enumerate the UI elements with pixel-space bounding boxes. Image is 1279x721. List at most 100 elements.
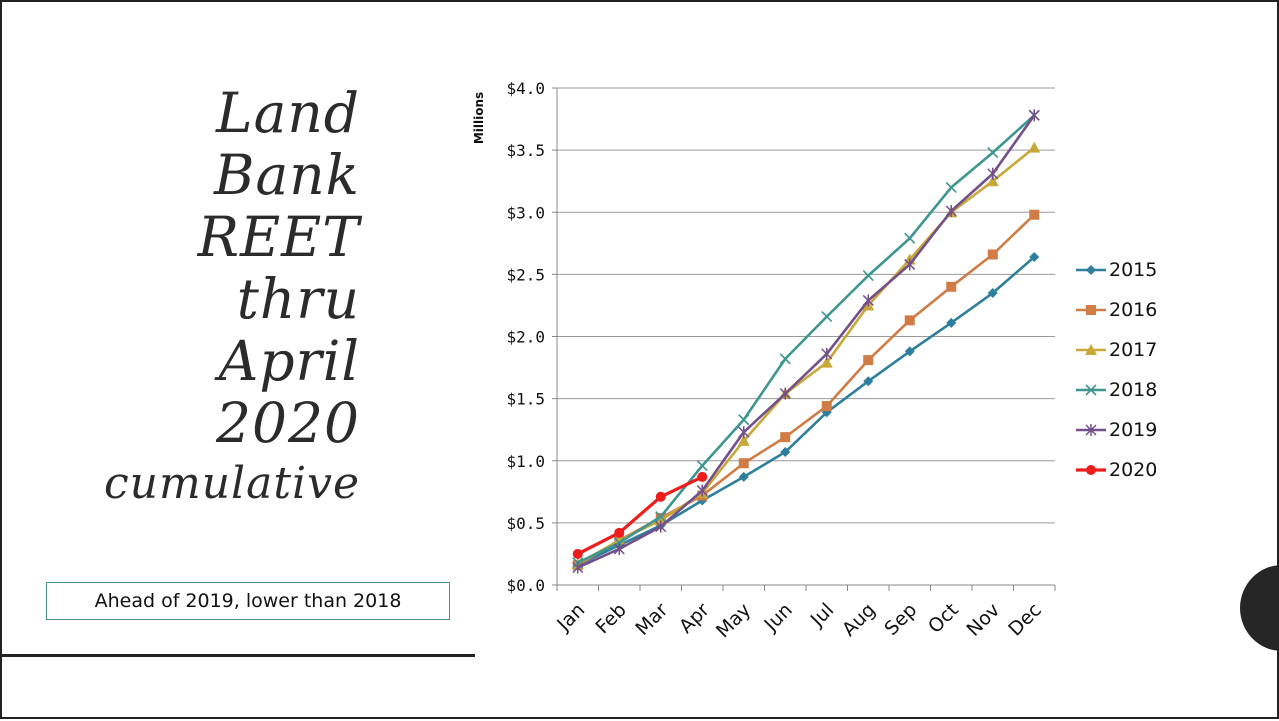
legend-item: 2015 bbox=[1075, 250, 1157, 290]
legend-item: 2020 bbox=[1075, 450, 1157, 490]
x-tick-label: Aug bbox=[838, 599, 880, 641]
legend-label: 2019 bbox=[1109, 419, 1158, 441]
legend-swatch bbox=[1076, 265, 1106, 275]
legend-marker bbox=[1086, 265, 1096, 275]
note-box: Ahead of 2019, lower than 2018 bbox=[46, 582, 450, 620]
y-tick-label: $3.0 bbox=[506, 203, 545, 222]
data-point bbox=[1028, 109, 1040, 122]
data-point bbox=[614, 527, 625, 538]
data-point bbox=[863, 376, 874, 387]
data-point bbox=[613, 542, 625, 555]
data-point bbox=[863, 355, 874, 366]
data-point bbox=[821, 347, 833, 360]
data-point bbox=[696, 460, 708, 472]
data-point bbox=[820, 356, 833, 368]
data-point bbox=[779, 353, 791, 365]
data-point bbox=[821, 311, 833, 323]
data-point bbox=[904, 346, 915, 357]
legend-label: 2020 bbox=[1109, 459, 1158, 481]
data-point bbox=[737, 434, 750, 446]
x-tick-label: Sep bbox=[880, 599, 921, 640]
title-line: Land bbox=[216, 81, 360, 145]
data-point bbox=[986, 175, 999, 187]
series-line-2015 bbox=[577, 255, 1036, 567]
series-line-2018 bbox=[577, 114, 1036, 564]
data-point bbox=[697, 471, 708, 482]
x-tick-label: May bbox=[712, 599, 755, 642]
y-tick-label: $2.5 bbox=[506, 265, 545, 284]
slide-title: Land Bank REET thru April 2020 cumulativ… bbox=[42, 82, 360, 514]
legend-label: 2017 bbox=[1109, 339, 1158, 361]
data-point bbox=[904, 232, 916, 244]
x-tick-label: Dec bbox=[1004, 599, 1046, 641]
x-tick-label: Apr bbox=[675, 599, 714, 638]
title-line: thru bbox=[236, 267, 360, 331]
data-point bbox=[613, 534, 626, 546]
legend-item: 2019 bbox=[1075, 410, 1157, 450]
data-point bbox=[1029, 209, 1040, 220]
legend-marker bbox=[1085, 384, 1097, 396]
data-point bbox=[946, 317, 957, 328]
data-point bbox=[1029, 251, 1040, 262]
chart-legend: 2015 2016 2017 2018 2019 2020 bbox=[1075, 250, 1157, 490]
divider-line bbox=[2, 654, 475, 657]
y-tick-label: $1.0 bbox=[506, 452, 545, 471]
title-line: April bbox=[218, 329, 360, 393]
x-tick-label: Feb bbox=[591, 599, 630, 638]
x-tick-label: Nov bbox=[962, 599, 1004, 641]
data-point bbox=[987, 249, 998, 260]
y-tick-label: $0.0 bbox=[506, 576, 545, 595]
data-point bbox=[738, 414, 750, 426]
legend-swatch bbox=[1076, 424, 1106, 436]
data-point bbox=[862, 294, 874, 307]
title-line: 2020 bbox=[216, 391, 360, 455]
legend-swatch bbox=[1076, 344, 1106, 355]
data-point bbox=[572, 561, 584, 574]
series-line-2019 bbox=[577, 114, 1036, 569]
legend-marker bbox=[1085, 344, 1097, 355]
x-tick-label: Oct bbox=[924, 599, 963, 638]
data-point bbox=[862, 270, 874, 282]
y-axis-title: Millions bbox=[472, 92, 486, 144]
data-point bbox=[780, 447, 791, 458]
legend-marker bbox=[1085, 424, 1097, 436]
legend-swatch bbox=[1076, 465, 1106, 475]
data-point bbox=[1028, 141, 1041, 153]
series-line-2017 bbox=[577, 146, 1036, 566]
data-point bbox=[987, 288, 998, 299]
series-line-2020 bbox=[577, 475, 703, 556]
y-tick-label: $4.0 bbox=[506, 79, 545, 98]
data-point bbox=[945, 181, 957, 193]
data-point bbox=[945, 205, 957, 218]
legend-swatch bbox=[1076, 305, 1106, 315]
legend-item: 2016 bbox=[1075, 290, 1157, 330]
data-point bbox=[904, 315, 915, 326]
title-line: Bank bbox=[214, 143, 360, 207]
data-point bbox=[655, 491, 666, 502]
legend-swatch bbox=[1076, 384, 1106, 396]
data-point bbox=[904, 258, 916, 271]
data-point bbox=[655, 520, 667, 533]
legend-item: 2017 bbox=[1075, 330, 1157, 370]
y-tick-label: $1.5 bbox=[506, 390, 545, 409]
x-tick-label: Jun bbox=[760, 599, 797, 636]
data-point bbox=[696, 484, 708, 497]
title-line: cumulative bbox=[104, 458, 360, 509]
legend-label: 2015 bbox=[1109, 259, 1158, 281]
legend-label: 2016 bbox=[1109, 299, 1158, 321]
data-point bbox=[946, 281, 957, 292]
data-point bbox=[655, 511, 667, 523]
y-tick-label: $3.5 bbox=[506, 141, 545, 160]
legend-item: 2018 bbox=[1075, 370, 1157, 410]
data-point bbox=[738, 426, 750, 439]
note-text: Ahead of 2019, lower than 2018 bbox=[94, 590, 402, 612]
data-point bbox=[779, 387, 791, 400]
legend-marker bbox=[1086, 465, 1096, 475]
y-tick-label: $2.0 bbox=[506, 328, 545, 347]
legend-marker bbox=[1086, 305, 1096, 315]
series-line-2016 bbox=[577, 213, 1036, 567]
data-point bbox=[738, 458, 749, 469]
x-tick-label: Jan bbox=[552, 599, 589, 636]
